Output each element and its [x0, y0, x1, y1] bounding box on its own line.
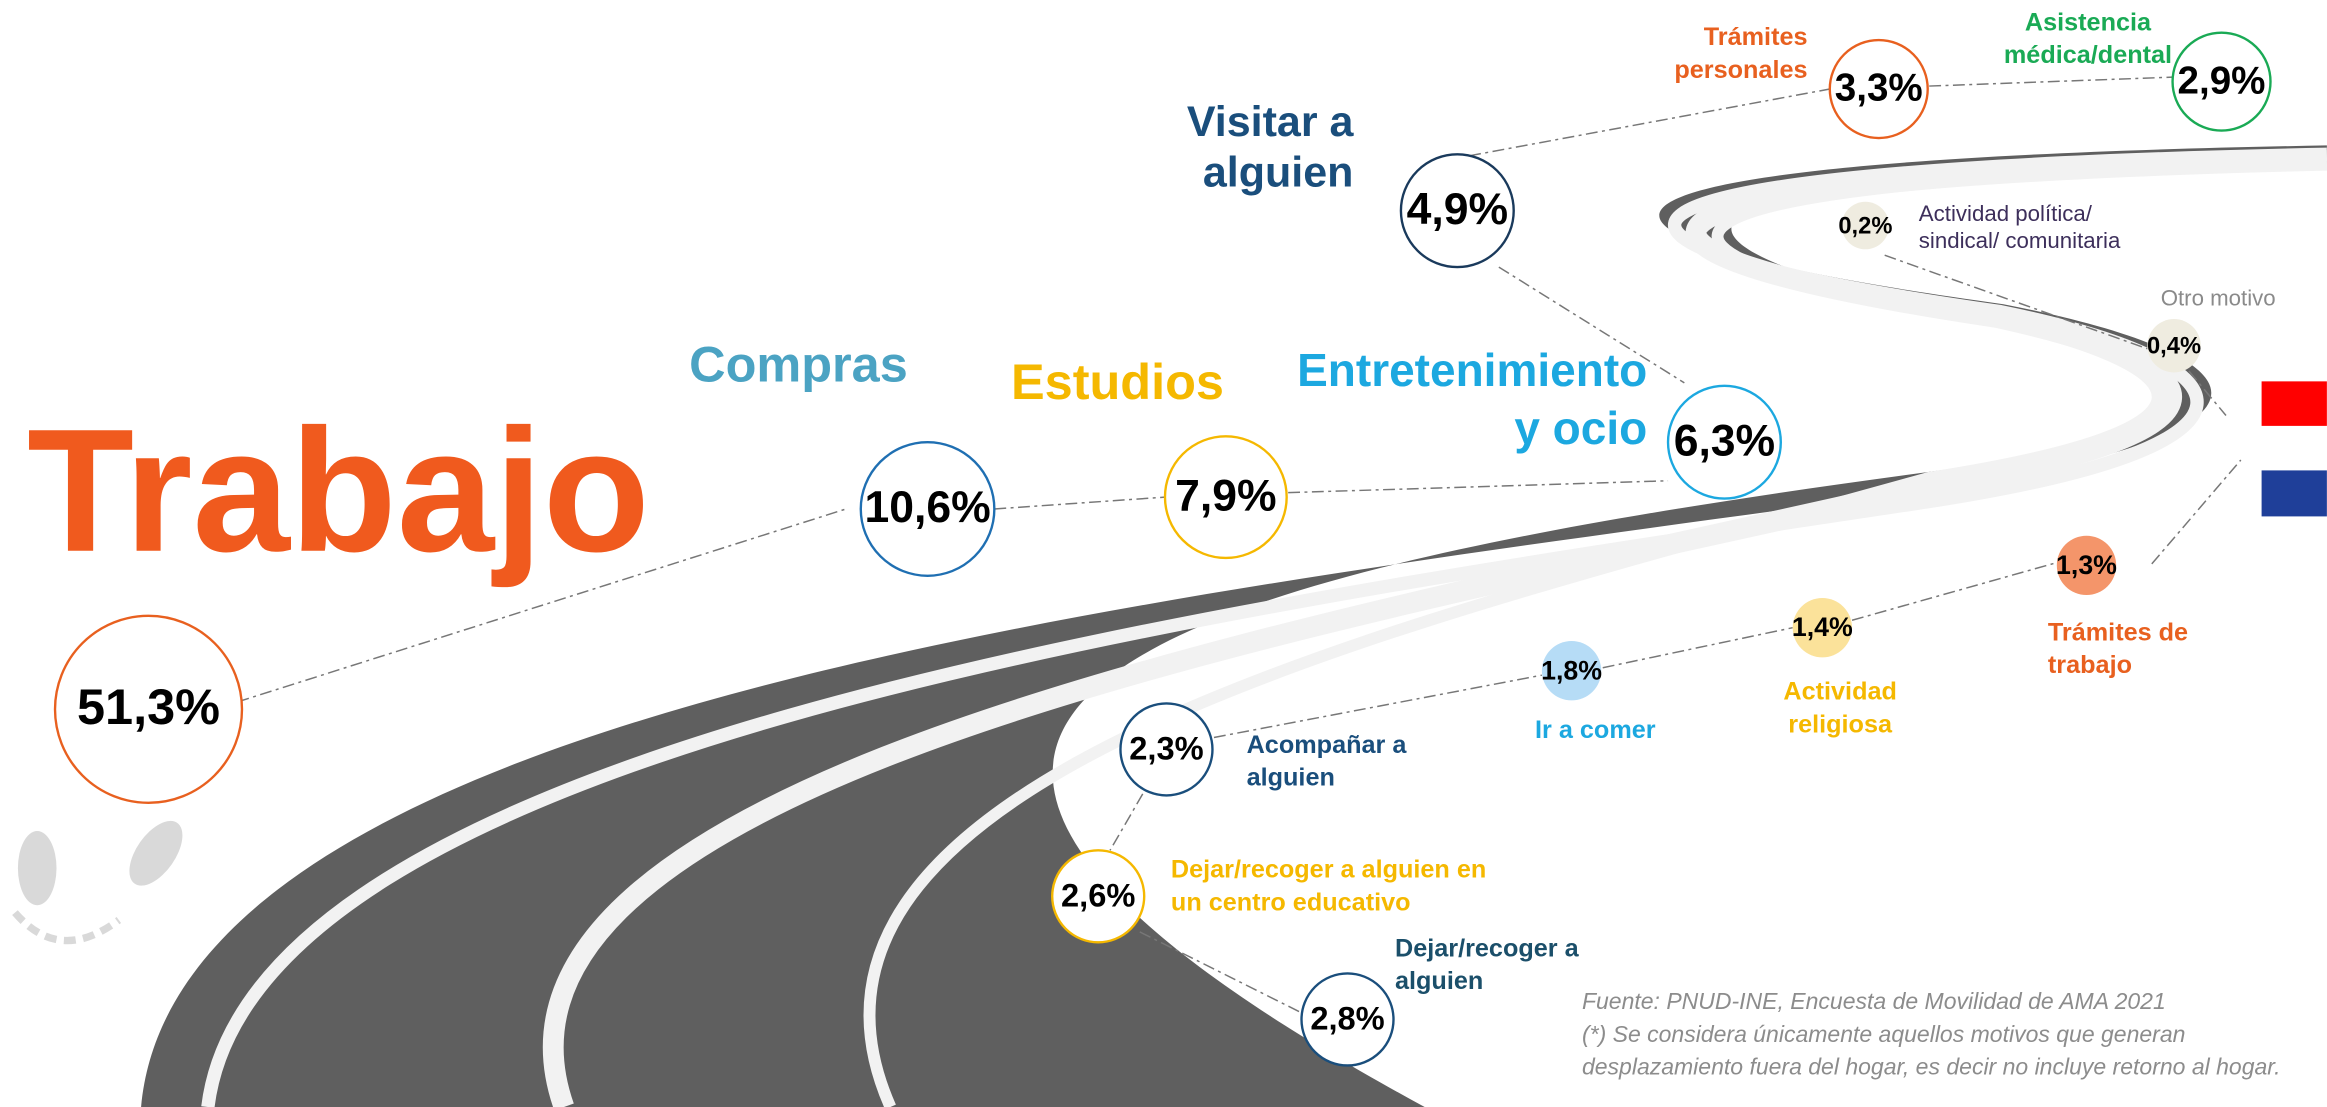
value-text: 0,2% — [1838, 213, 1892, 239]
item-label: Otro motivo — [2161, 286, 2276, 311]
item-label: Dejar/recoger a alguien en — [1171, 856, 1486, 884]
value-text: 3,3% — [1835, 67, 1923, 110]
item-label: un centro educativo — [1171, 888, 1411, 916]
connector — [994, 497, 1165, 509]
item-label: Visitar a — [1187, 98, 1355, 146]
connector — [1929, 77, 2172, 86]
item-label: Dejar/recoger a — [1395, 934, 1580, 962]
connector — [1852, 561, 2063, 620]
item-label: alguien — [1395, 967, 1483, 995]
item-label: Estudios — [1011, 353, 1224, 410]
flag-blue — [2262, 470, 2327, 516]
note: (*) Se considera únicamente aquellos mot… — [1582, 1021, 2185, 1047]
item-label: trabajo — [2048, 651, 2132, 679]
footprint — [18, 831, 57, 905]
value-text: 10,6% — [864, 483, 990, 532]
value-text: 4,9% — [1407, 185, 1508, 234]
flag-red — [2262, 381, 2327, 426]
footprints — [15, 812, 193, 941]
value-text: 1,3% — [2056, 550, 2117, 580]
note: desplazamiento fuera del hogar, es decir… — [1582, 1053, 2281, 1079]
body: 51,3% Trabajo 10,6% Compras 7,9% Estudios 6,3%… — [0, 0, 2327, 1107]
item-label: Ir a comer — [1535, 716, 1656, 744]
item-label: Compras — [689, 335, 908, 392]
item-label: personales — [1674, 56, 1807, 84]
value-text: 51,3% — [77, 678, 220, 735]
item-label: Trámites — [1704, 23, 1808, 51]
value-text: 7,9% — [1175, 471, 1276, 520]
page: Motivos de viaje {"items":[ {"label":["T… — [0, 0, 2327, 1107]
item-label: y ocio — [1514, 402, 1647, 454]
item-label: Trabajo — [27, 393, 650, 589]
infographic: 51,3% Trabajo 10,6% Compras 7,9% Estudios 6,3%… — [0, 0, 2327, 1107]
value-text: 2,9% — [2178, 59, 2266, 102]
connector — [1110, 794, 1143, 850]
connector — [1603, 628, 1793, 668]
item-label: Entretenimiento — [1297, 344, 1647, 396]
value-text: 0,4% — [2147, 334, 2201, 360]
item-label: sindical/ comunitaria — [1919, 228, 2121, 253]
connector — [1469, 89, 1830, 156]
item-label: médica/dental — [2004, 41, 2172, 69]
value-text: 6,3% — [1674, 416, 1775, 465]
source: Fuente: PNUD-INE, Encuesta de Movilidad … — [1582, 988, 2166, 1014]
value-text: 2,8% — [1310, 1000, 1384, 1037]
connector — [1288, 481, 1668, 493]
road — [141, 145, 2327, 1107]
item-label: Asistencia — [2025, 8, 2152, 36]
value-text: 1,4% — [1792, 612, 1853, 642]
item-label: Acompañar a — [1247, 731, 1408, 759]
value-text: 2,3% — [1129, 729, 1203, 766]
item-label: Actividad — [1783, 678, 1897, 706]
footer: Fuente: PNUD-INE, Encuesta de Movilidad … — [1582, 988, 2281, 1079]
item-label: Actividad política/ — [1919, 201, 2093, 226]
value-text: 2,6% — [1061, 876, 1135, 913]
connector — [1214, 675, 1542, 737]
connector — [2152, 460, 2241, 564]
item-label: alguien — [1247, 764, 1335, 792]
item-label: religiosa — [1788, 710, 1893, 738]
footprint — [119, 812, 193, 895]
item-label: alguien — [1203, 148, 1354, 196]
value-text: 1,8% — [1541, 655, 1602, 685]
item-label: Trámites de — [2048, 618, 2188, 646]
road-surface — [141, 145, 2327, 1107]
footprint-arrow — [15, 913, 119, 941]
